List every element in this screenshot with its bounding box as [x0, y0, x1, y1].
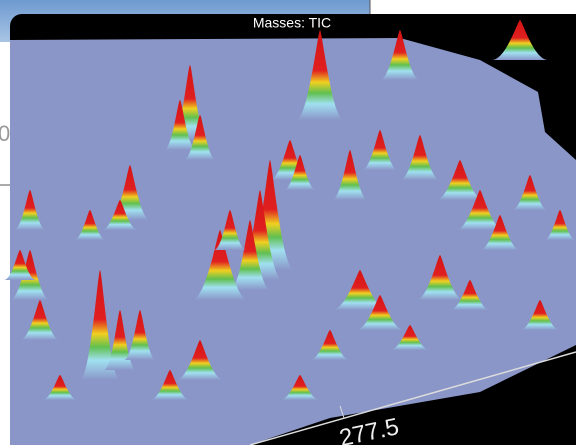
peak	[332, 150, 368, 200]
surface	[10, 38, 576, 445]
peak	[390, 325, 430, 350]
axis-tick	[339, 405, 345, 419]
background-label: 0	[0, 121, 10, 146]
peak	[520, 300, 560, 330]
peak	[42, 375, 78, 400]
peak	[164, 100, 196, 150]
peak	[380, 30, 420, 80]
peak	[362, 130, 398, 170]
axis-line	[249, 351, 576, 445]
peak	[214, 210, 246, 250]
window-title: Masses: TIC	[253, 15, 331, 31]
peak	[296, 30, 344, 120]
peak	[280, 375, 320, 400]
peak	[192, 230, 248, 300]
peak	[332, 270, 388, 310]
peak	[4, 250, 36, 280]
peak	[456, 190, 504, 230]
peak	[492, 20, 548, 60]
peak	[230, 220, 270, 290]
peak	[356, 295, 404, 330]
peak	[124, 310, 156, 360]
peak	[310, 330, 350, 360]
peak	[480, 215, 520, 250]
peak	[512, 175, 548, 210]
peak	[176, 340, 224, 380]
peak	[184, 115, 216, 160]
peak	[102, 200, 138, 230]
peak	[20, 300, 60, 340]
peak	[284, 155, 316, 190]
peak	[400, 135, 440, 180]
peak	[80, 270, 120, 380]
peak	[416, 255, 464, 300]
peak	[150, 370, 190, 400]
peak	[104, 310, 136, 370]
peak	[544, 210, 576, 240]
peak	[74, 210, 106, 240]
peak	[450, 280, 490, 310]
peak	[14, 190, 46, 230]
peaks	[4, 20, 576, 400]
peak	[436, 160, 484, 200]
